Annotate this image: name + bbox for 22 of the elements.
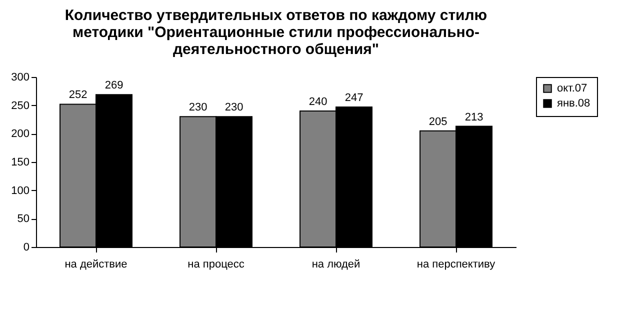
data-label: 230 <box>188 102 208 114</box>
y-tick-label: 200 <box>11 128 30 140</box>
data-label: 230 <box>224 102 244 114</box>
data-label: 213 <box>464 111 484 124</box>
y-tick-label: 250 <box>11 100 30 112</box>
chart-title: Количество утвердительных ответов по каждому стилю методики "Ориентационные стили профессионально-деятельностного общения" <box>64 7 488 58</box>
y-tick-label: 100 <box>11 184 30 197</box>
y-tick-label: 300 <box>11 72 30 84</box>
legend-label: окт.07 <box>557 82 588 94</box>
y-tick-label: 50 <box>17 213 30 226</box>
data-label: 252 <box>68 89 88 102</box>
y-tick-label: 0 <box>23 242 30 254</box>
x-tick-label: на людей <box>312 258 360 270</box>
data-label: 205 <box>428 116 448 128</box>
x-tick-label: на перспективу <box>416 258 496 270</box>
y-tick-label: 150 <box>11 156 30 168</box>
legend-label: янв.08 <box>557 98 590 110</box>
data-label: 247 <box>344 92 364 104</box>
data-label: 269 <box>104 80 124 92</box>
x-tick-label: на действие <box>64 258 128 270</box>
x-tick-label: на процесс <box>188 258 245 270</box>
data-label: 240 <box>308 96 328 108</box>
